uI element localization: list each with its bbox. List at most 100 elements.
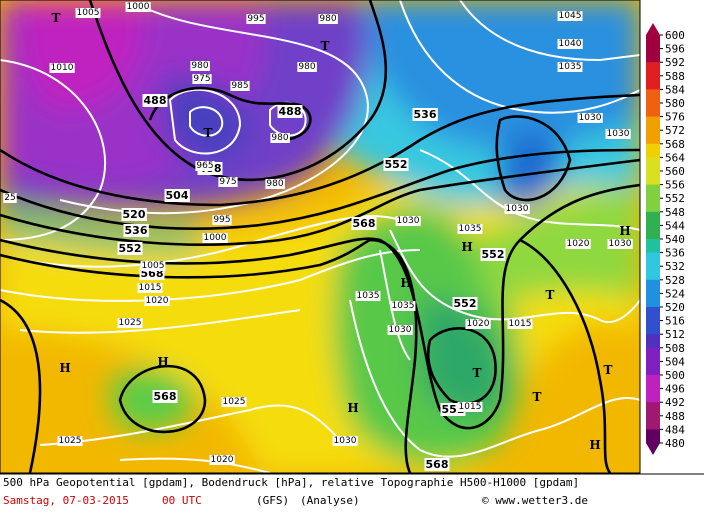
label-background [297,62,317,72]
pressure-label: 1010 [51,63,74,73]
geopotential-label: 552 [482,248,505,261]
label-background [212,215,232,225]
legend-swatch [646,62,660,77]
geopotential-label: 552 [454,297,477,310]
label-background [270,133,290,143]
pressure-label: 1020 [146,296,169,306]
legend-label: 504 [665,355,685,368]
legend-label: 528 [665,274,685,287]
label-background [123,224,149,237]
geopotential-label: 552 [385,158,408,171]
geopotential-label: 568 [154,390,177,403]
label-background [557,39,583,49]
pressure-center-marker: T [546,288,555,302]
legend-label: 600 [665,29,685,42]
pressure-label: 1015 [509,319,532,329]
legend-swatch [646,130,660,145]
pressure-label: 1015 [139,283,162,293]
legend-label: 492 [665,396,685,409]
legend-swatch [646,89,660,104]
legend-label: 484 [665,423,685,436]
legend-label: 488 [665,410,685,423]
pressure-label: 1000 [204,233,227,243]
label-background [318,14,338,24]
legend-swatch [646,415,660,430]
legend-label: 596 [665,43,685,56]
map-frame [0,0,641,474]
legend-label: 536 [665,247,685,260]
label-background [457,224,483,234]
geopotential-contours [0,0,640,473]
legend-label: 588 [665,70,685,83]
pressure-label: 1035 [392,301,415,311]
pressure-center-marker: T [533,390,542,404]
geopotential-label: 488 [144,94,167,107]
legend-arrow-bottom [646,443,660,455]
label-background [246,14,266,24]
geopotential-label: 568 [426,458,449,471]
label-background [565,239,591,249]
pressure-label: 980 [271,133,288,143]
legend-label: 572 [665,124,685,137]
label-background [265,179,285,189]
label-background [387,325,413,335]
pressure-center-marker: H [347,401,358,415]
pressure-label: 1030 [506,204,529,214]
pressure-label: 975 [193,74,210,84]
label-background [192,74,212,84]
label-background [277,105,303,118]
pressure-center-marker: H [59,361,70,375]
label-background [75,8,101,18]
label-background [137,283,163,293]
legend-swatch [646,334,660,349]
caption-analysis: (Analyse) [300,494,360,507]
pressure-label: 1035 [559,62,582,72]
legend-swatch [646,388,660,403]
geopotential-label: 552 [119,242,142,255]
pressure-label: 1030 [609,239,632,249]
color-legend: 6005965925885845805765725685645605565525… [646,23,685,455]
pressure-label: 980 [319,14,336,24]
legend-label: 512 [665,328,685,341]
pressure-label: 1025 [59,436,82,446]
label-background [457,402,483,412]
caption-time: 00 UTC [162,494,202,507]
label-background [507,319,533,329]
pressure-label: 980 [191,61,208,71]
pressure-label: 1020 [467,319,490,329]
pressure-label: 980 [266,179,283,189]
legend-swatch [646,347,660,362]
label-background [125,2,151,12]
legend-label: 560 [665,165,685,178]
label-background [152,390,178,403]
label-background [465,319,491,329]
label-background [164,189,190,202]
pressure-label: 1035 [357,291,380,301]
legend-swatch [646,266,660,281]
label-background [390,301,416,311]
label-background [577,113,603,123]
pressure-center-marker: T [604,363,613,377]
pressure-label: 25 [4,193,15,203]
legend-label: 520 [665,301,685,314]
legend-label: 552 [665,192,685,205]
caption-model: (GFS) [256,494,289,507]
pressure-label: 1035 [459,224,482,234]
pressure-center-marker: T [204,126,213,140]
pressure-label: 1045 [559,11,582,21]
caption-title: 500 hPa Geopotential [gpdam], Bodendruck… [3,476,579,489]
legend-label: 580 [665,97,685,110]
legend-label: 500 [665,369,685,382]
legend-label: 508 [665,342,685,355]
legend-swatch [646,225,660,240]
label-background [424,458,450,471]
label-background [190,61,210,71]
legend-swatch [646,320,660,335]
map-area: 4884884885045205365525685365525685525525… [0,0,640,473]
label-background [195,161,215,171]
legend-swatch [646,429,660,444]
pressure-label: 1030 [579,113,602,123]
label-background [218,177,238,187]
legend-swatch [646,279,660,294]
label-background [57,436,83,446]
